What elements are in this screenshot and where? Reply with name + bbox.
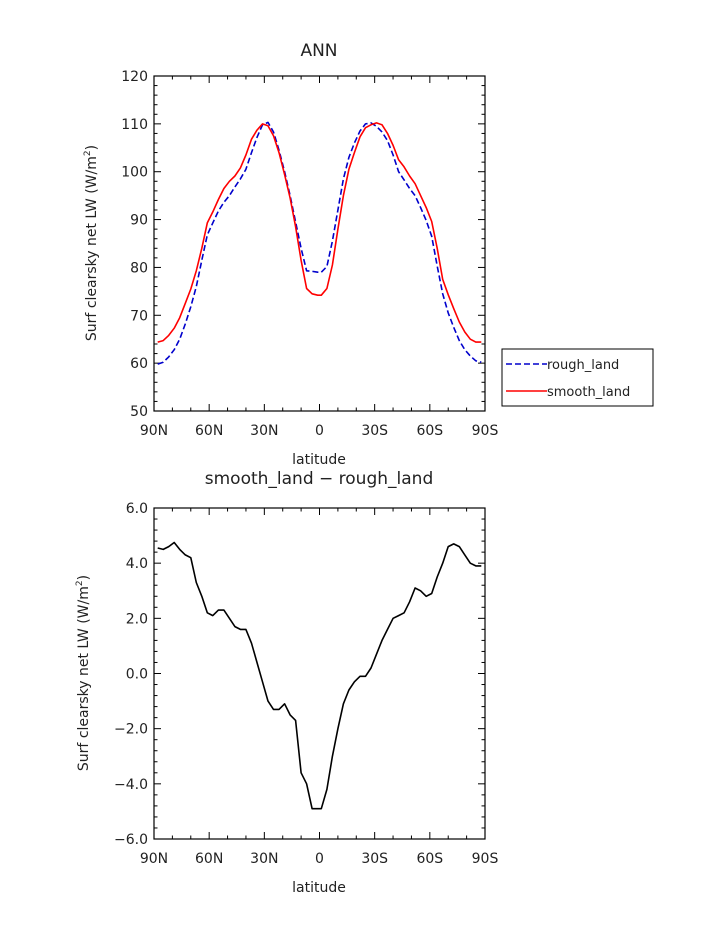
tick-marks xyxy=(153,507,486,840)
y-tick-label: 110 xyxy=(121,117,148,133)
legend-box xyxy=(501,348,654,407)
x-tick-label: 90S xyxy=(472,851,499,867)
y-tick-label: 6.0 xyxy=(126,501,148,517)
panel-bottom-difference: smooth_land − rough_land −6.0 −4.0 −2.0 0.0… xyxy=(75,469,498,896)
y-axis-label: Surf clearsky net LW (W/m2) xyxy=(83,145,100,341)
x-tick-label: 0 xyxy=(315,851,324,867)
x-tick-label: 60S xyxy=(416,423,443,439)
legend: rough_land smooth_land xyxy=(501,348,654,407)
y-tick-label: 50 xyxy=(130,404,148,420)
x-tick-label: 60N xyxy=(195,423,223,439)
x-axis-label: latitude xyxy=(292,880,346,896)
y-tick-label: 70 xyxy=(130,308,148,324)
series-lines xyxy=(157,541,482,810)
y-tick-label: 120 xyxy=(121,69,148,85)
y-axis-label: Surf clearsky net LW (W/m2) xyxy=(75,575,92,771)
y-tick-label: 100 xyxy=(121,165,148,181)
y-tick-label: 0.0 xyxy=(126,667,148,683)
legend-label-rough-land: rough_land xyxy=(547,358,619,373)
chart-title: smooth_land − rough_land xyxy=(205,469,433,489)
y-tick-label: −4.0 xyxy=(114,777,148,793)
x-tick-label: 30N xyxy=(250,423,278,439)
y-tick-label: 4.0 xyxy=(126,556,148,572)
x-tick-label: 30N xyxy=(250,851,278,867)
y-tick-label: 80 xyxy=(130,260,148,276)
series-line-rough-land xyxy=(157,121,482,365)
x-tick-label: 90N xyxy=(140,423,168,439)
x-tick-labels: 90N 60N 30N 0 30S 60S 90S xyxy=(140,851,499,867)
x-tick-label: 0 xyxy=(315,423,324,439)
panel-top-ann: ANN 50 60 70 80 90 100 110 120 90N 60N 30N 0 30S 60S… xyxy=(83,41,654,468)
y-tick-labels: 50 60 70 80 90 100 110 120 xyxy=(121,69,148,420)
series-line-smooth-land xyxy=(157,122,482,343)
x-tick-label: 30S xyxy=(361,423,388,439)
series-line-difference xyxy=(157,541,482,810)
x-tick-label: 90N xyxy=(140,851,168,867)
x-tick-labels: 90N 60N 30N 0 30S 60S 90S xyxy=(140,423,499,439)
x-axis-label: latitude xyxy=(292,452,346,468)
chart-title: ANN xyxy=(300,41,337,61)
y-tick-label: −6.0 xyxy=(114,832,148,848)
series-lines xyxy=(157,121,482,365)
y-tick-label: 90 xyxy=(130,213,148,229)
y-tick-labels: −6.0 −4.0 −2.0 0.0 2.0 4.0 6.0 xyxy=(114,501,148,848)
plot-frame xyxy=(153,507,486,840)
legend-label-smooth-land: smooth_land xyxy=(547,385,630,400)
x-tick-label: 90S xyxy=(472,423,499,439)
y-tick-label: 60 xyxy=(130,356,148,372)
tick-marks xyxy=(153,75,486,412)
x-tick-label: 60S xyxy=(416,851,443,867)
x-tick-label: 60N xyxy=(195,851,223,867)
y-tick-label: 2.0 xyxy=(126,611,148,627)
x-tick-label: 30S xyxy=(361,851,388,867)
y-tick-label: −2.0 xyxy=(114,722,148,738)
